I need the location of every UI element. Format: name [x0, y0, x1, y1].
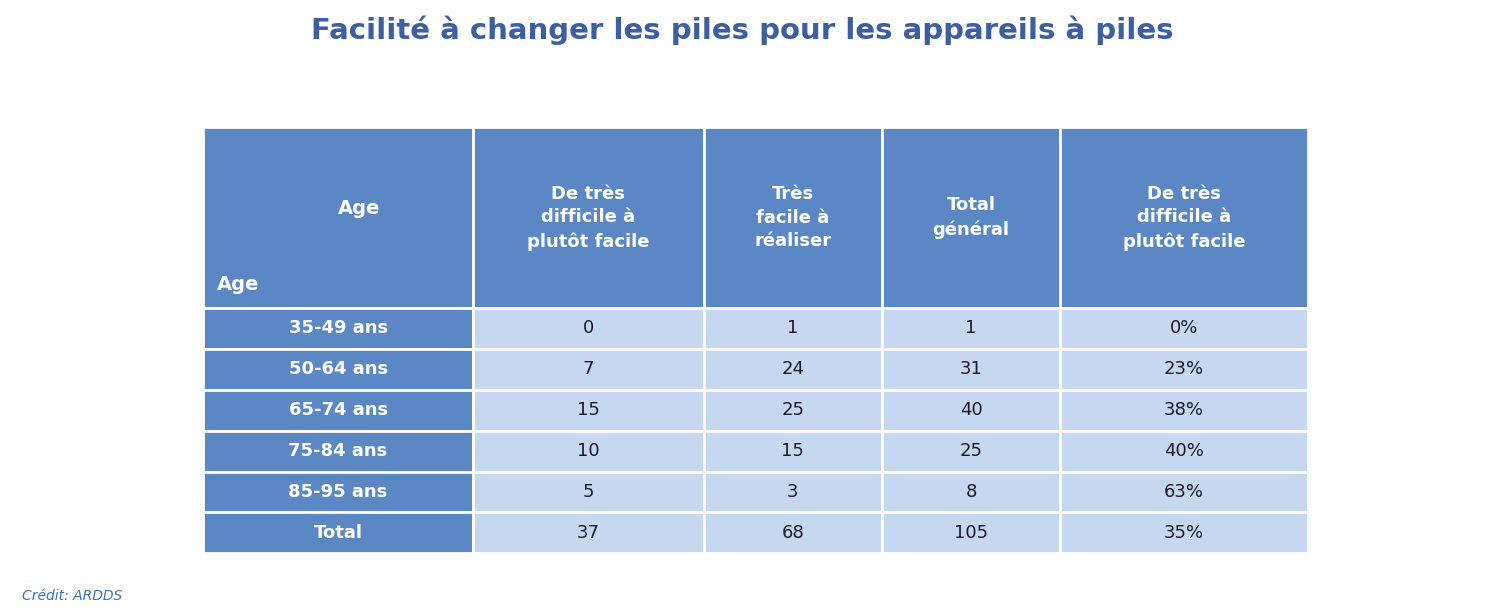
Text: 8: 8: [965, 483, 977, 501]
Text: 75-84 ans: 75-84 ans: [288, 442, 388, 460]
FancyBboxPatch shape: [704, 308, 882, 349]
Text: 38%: 38%: [1164, 401, 1204, 419]
FancyBboxPatch shape: [1060, 127, 1308, 308]
Text: 15: 15: [781, 442, 805, 460]
Text: Crédit: ARDDS: Crédit: ARDDS: [22, 589, 123, 603]
Text: 3: 3: [787, 483, 799, 501]
Text: 105: 105: [953, 524, 988, 542]
Text: 40%: 40%: [1164, 442, 1204, 460]
Text: Facilité à changer les piles pour les appareils à piles: Facilité à changer les piles pour les ap…: [312, 15, 1173, 45]
FancyBboxPatch shape: [1060, 308, 1308, 349]
FancyBboxPatch shape: [704, 390, 882, 431]
FancyBboxPatch shape: [474, 127, 704, 308]
FancyBboxPatch shape: [203, 431, 474, 472]
Text: 1: 1: [965, 320, 977, 337]
FancyBboxPatch shape: [203, 349, 474, 390]
Text: 25: 25: [781, 401, 805, 419]
FancyBboxPatch shape: [704, 472, 882, 512]
FancyBboxPatch shape: [203, 512, 474, 553]
Text: Total
général: Total général: [933, 196, 1010, 239]
FancyBboxPatch shape: [882, 390, 1060, 431]
FancyBboxPatch shape: [203, 390, 474, 431]
FancyBboxPatch shape: [882, 472, 1060, 512]
FancyBboxPatch shape: [704, 512, 882, 553]
FancyBboxPatch shape: [704, 431, 882, 472]
Text: De très
difficile à
plutôt facile: De très difficile à plutôt facile: [527, 185, 649, 251]
FancyBboxPatch shape: [1060, 349, 1308, 390]
FancyBboxPatch shape: [474, 390, 704, 431]
Text: 35-49 ans: 35-49 ans: [288, 320, 388, 337]
Text: 24: 24: [781, 361, 805, 378]
Text: 40: 40: [959, 401, 983, 419]
Text: 15: 15: [578, 401, 600, 419]
Text: 37: 37: [578, 524, 600, 542]
FancyBboxPatch shape: [882, 127, 1060, 308]
Text: 23%: 23%: [1164, 361, 1204, 378]
FancyBboxPatch shape: [882, 431, 1060, 472]
Text: Age: Age: [217, 275, 258, 294]
Text: 10: 10: [578, 442, 600, 460]
FancyBboxPatch shape: [882, 308, 1060, 349]
FancyBboxPatch shape: [882, 349, 1060, 390]
FancyBboxPatch shape: [474, 431, 704, 472]
FancyBboxPatch shape: [474, 308, 704, 349]
FancyBboxPatch shape: [203, 472, 474, 512]
Text: 63%: 63%: [1164, 483, 1204, 501]
Text: De très
difficile à
plutôt facile: De très difficile à plutôt facile: [1123, 185, 1246, 251]
Text: 68: 68: [781, 524, 803, 542]
FancyBboxPatch shape: [203, 127, 474, 308]
Text: 35%: 35%: [1164, 524, 1204, 542]
FancyBboxPatch shape: [1060, 512, 1308, 553]
Text: 85-95 ans: 85-95 ans: [288, 483, 388, 501]
Text: Total: Total: [313, 524, 362, 542]
FancyBboxPatch shape: [474, 349, 704, 390]
Text: 7: 7: [582, 361, 594, 378]
FancyBboxPatch shape: [1060, 431, 1308, 472]
Text: 65-74 ans: 65-74 ans: [288, 401, 388, 419]
Text: 1: 1: [787, 320, 799, 337]
FancyBboxPatch shape: [1060, 390, 1308, 431]
FancyBboxPatch shape: [704, 349, 882, 390]
Text: 50-64 ans: 50-64 ans: [288, 361, 388, 378]
Text: 25: 25: [959, 442, 983, 460]
Text: 5: 5: [582, 483, 594, 501]
FancyBboxPatch shape: [704, 127, 882, 308]
Text: 0%: 0%: [1170, 320, 1198, 337]
Text: 31: 31: [959, 361, 983, 378]
Text: 0: 0: [582, 320, 594, 337]
FancyBboxPatch shape: [1060, 472, 1308, 512]
Text: Age: Age: [339, 199, 380, 218]
Text: Très
facile à
réaliser: Très facile à réaliser: [754, 185, 832, 250]
FancyBboxPatch shape: [203, 127, 474, 308]
FancyBboxPatch shape: [474, 512, 704, 553]
FancyBboxPatch shape: [474, 472, 704, 512]
FancyBboxPatch shape: [882, 512, 1060, 553]
FancyBboxPatch shape: [203, 308, 474, 349]
